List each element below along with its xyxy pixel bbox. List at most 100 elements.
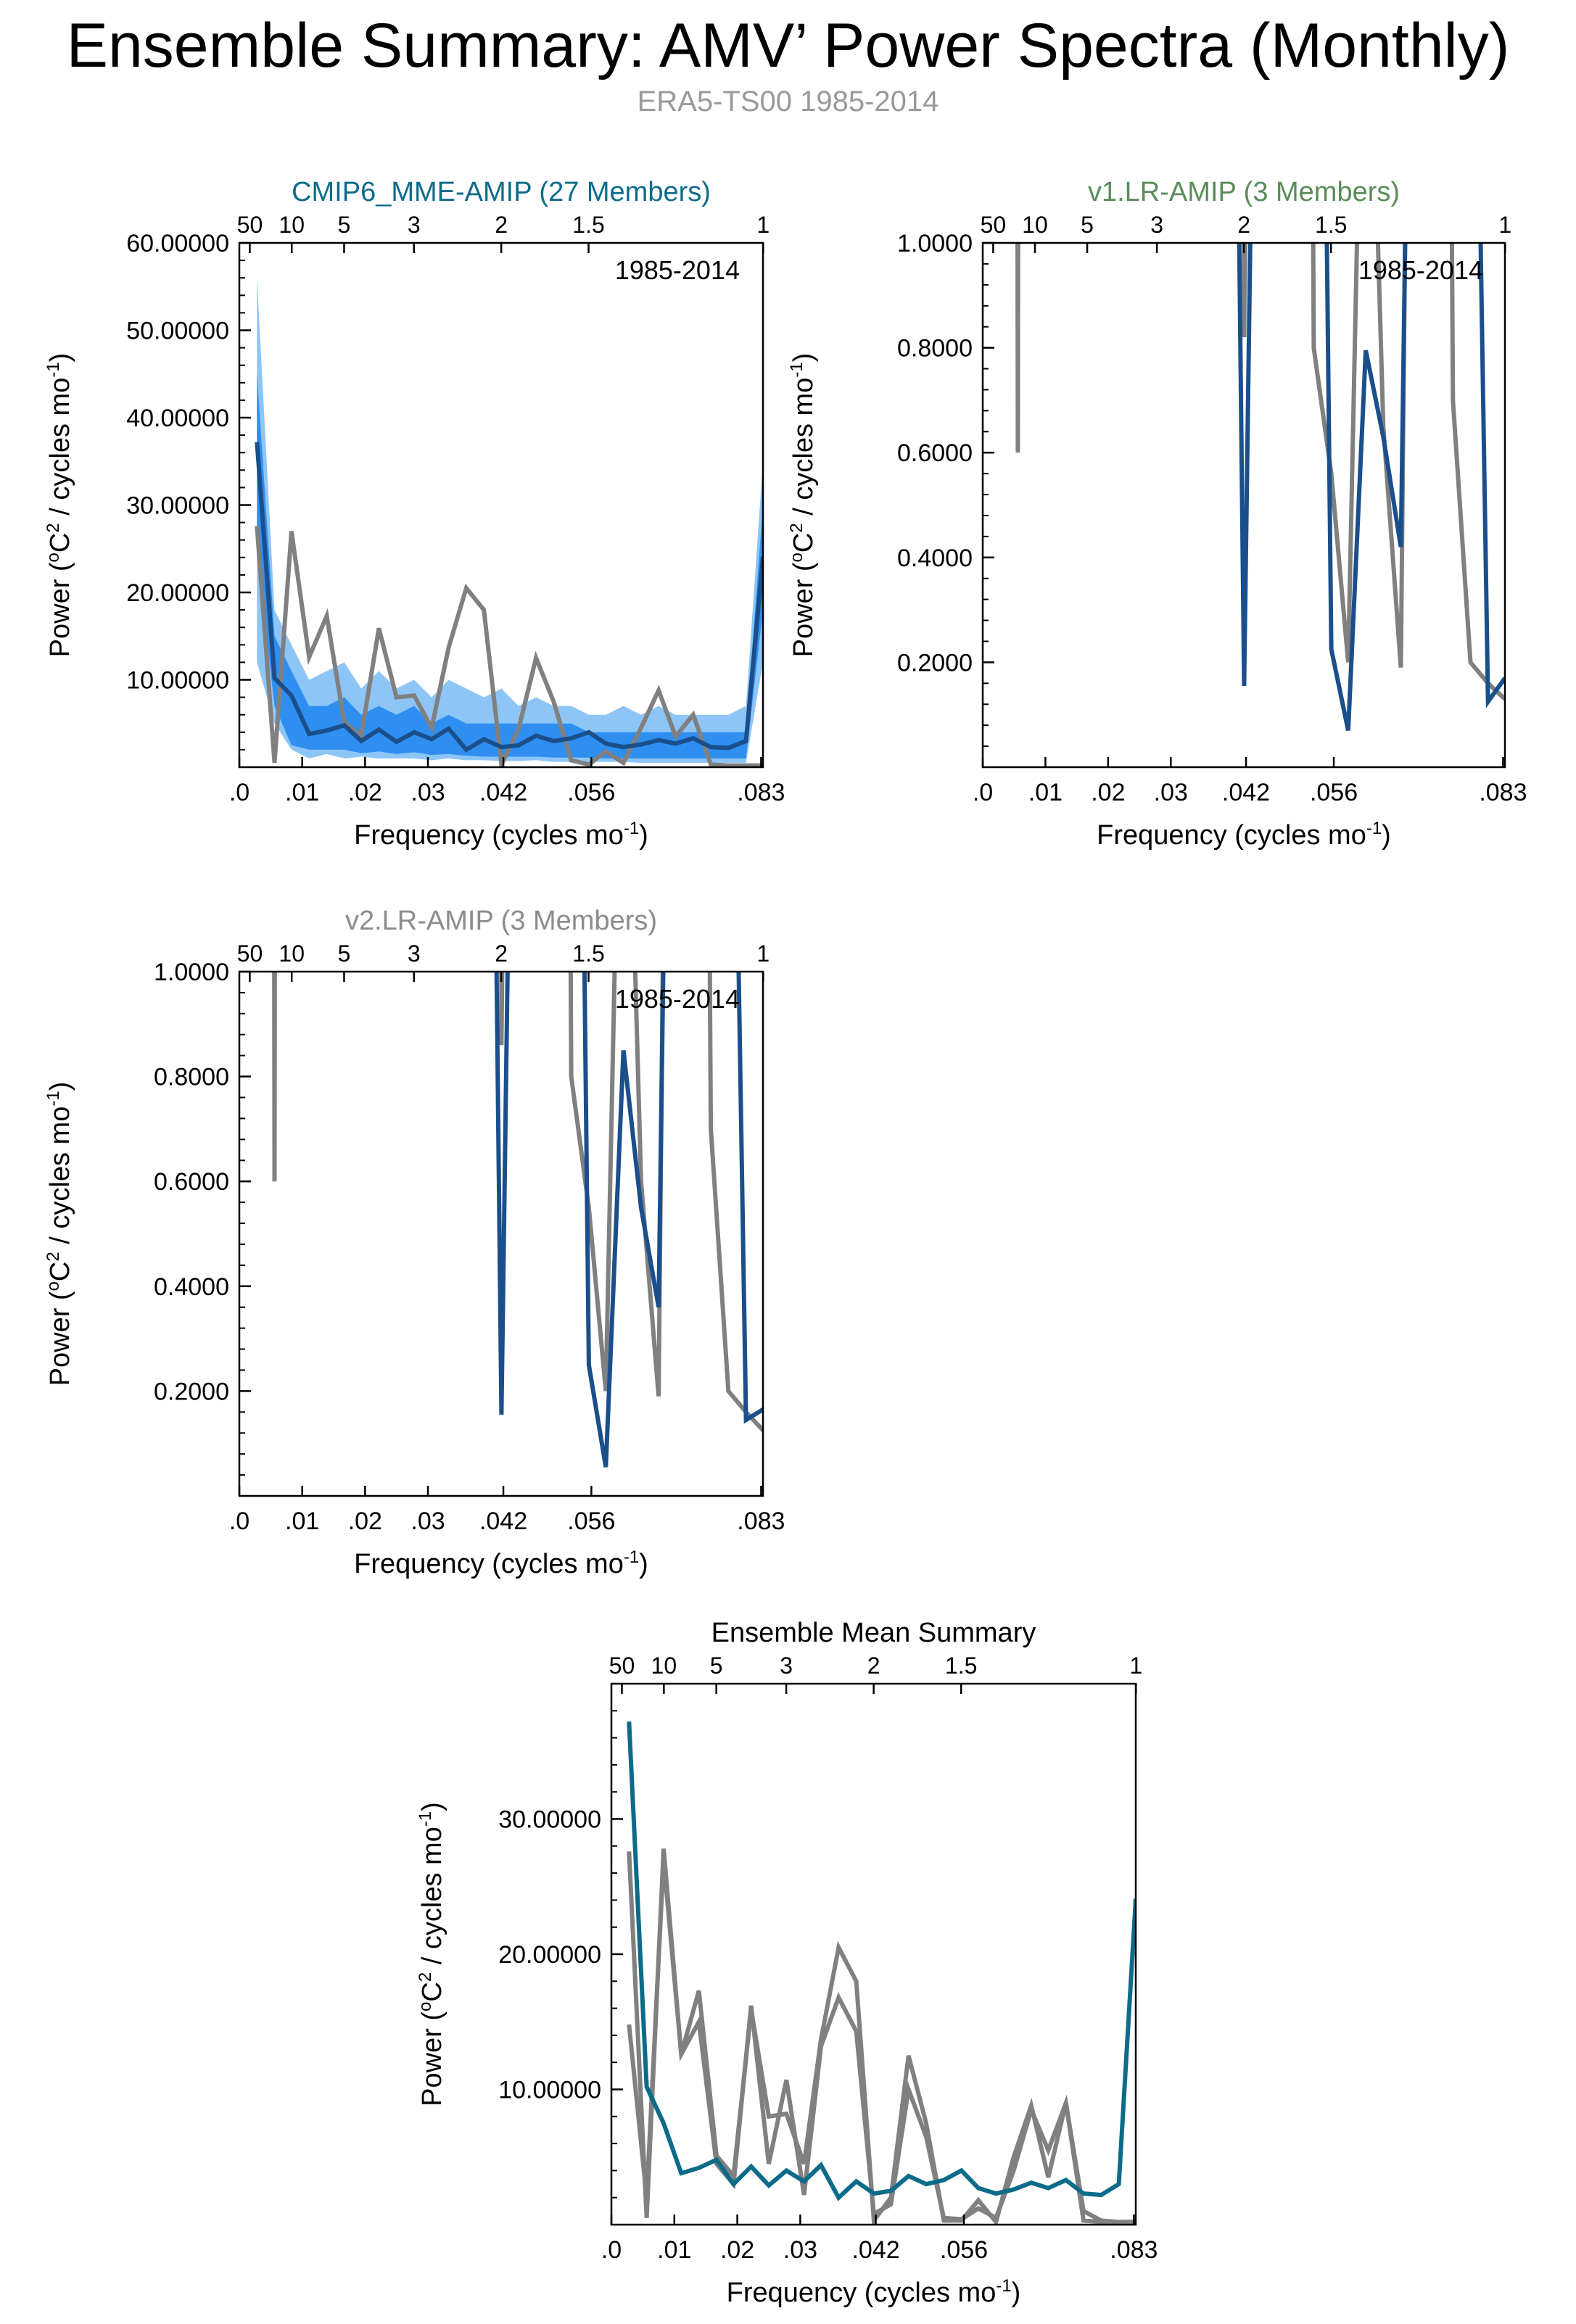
period-annotation: 1985-2014 xyxy=(1358,255,1483,285)
axis-label-part: Power ( xyxy=(417,2011,447,2106)
x-tick-label: .0 xyxy=(229,1508,249,1535)
y-tick-label: 10.00000 xyxy=(126,667,229,695)
period-tick-label: 1.5 xyxy=(572,940,604,967)
period-tick-label: 10 xyxy=(651,1653,677,1679)
y-tick-label: 0.8000 xyxy=(897,335,973,363)
reference-line-1 xyxy=(627,1859,1136,2225)
panel-title: CMIP6_MME-AMIP (27 Members) xyxy=(292,177,711,207)
x-tick-label: .083 xyxy=(1479,779,1527,806)
y-tick-label: 1.0000 xyxy=(897,230,973,257)
x-tick-label: .01 xyxy=(285,1508,319,1535)
x-tick-label: .056 xyxy=(567,779,615,806)
panel-title: v1.LR-AMIP (3 Members) xyxy=(1088,177,1400,207)
period-tick-label: 1 xyxy=(756,212,770,238)
period-tick-label: 10 xyxy=(1022,212,1048,238)
x-tick-label: .056 xyxy=(1310,779,1358,806)
chart-panel-mme: 10.00000 20.00000 30.00000 40.00000 50.00000… xyxy=(44,177,785,851)
period-tick-label: 3 xyxy=(408,940,421,967)
x-axis-label: Frequency (cycles mo-1) xyxy=(727,2276,1021,2308)
period-tick-label: 1.5 xyxy=(572,212,604,238)
y-tick-label: 40.00000 xyxy=(126,405,229,432)
y-tick-label: 0.2000 xyxy=(154,1378,229,1405)
spread-outer-band xyxy=(257,278,763,763)
axis-label-part: o xyxy=(787,553,806,562)
ensemble-mean-line xyxy=(255,442,763,753)
axis-label-part: 2 xyxy=(787,523,806,532)
x-tick-label: .0 xyxy=(973,779,993,806)
x-tick-label: .056 xyxy=(940,2236,988,2264)
axis-label-part: 2 xyxy=(416,1972,435,1982)
axis-label-part: Power ( xyxy=(45,1291,75,1386)
axis-label-part: -1 xyxy=(1366,819,1382,838)
x-tick-label: .0 xyxy=(601,2236,622,2264)
x-axis-label: Frequency (cycles mo-1) xyxy=(1097,819,1391,851)
axis-label-part: Frequency (cycles mo xyxy=(354,1549,624,1579)
panel-title: v2.LR-AMIP (3 Members) xyxy=(345,906,657,936)
plot-area xyxy=(255,278,763,767)
x-tick-label: .02 xyxy=(1091,779,1125,806)
period-tick-label: 2 xyxy=(1237,212,1250,238)
x-tick-label: .083 xyxy=(737,779,785,806)
axis-label-part: C xyxy=(45,533,75,553)
period-tick-label: 1 xyxy=(1129,1653,1142,1679)
x-tick-label: .03 xyxy=(410,1508,445,1535)
y-tick-label: 30.00000 xyxy=(498,1806,601,1834)
axis-label-part: / cycles mo xyxy=(417,1827,447,1972)
chart-panel-summary: 10.00000 20.00000 30.00000 .0 .01 .02 .03 .042.… xyxy=(416,1618,1158,2308)
axis-label-part: ) xyxy=(1012,2278,1021,2308)
axis-label-part: / cycles mo xyxy=(45,1107,75,1252)
x-tick-label: .02 xyxy=(348,1508,382,1535)
x-axis-label: Frequency (cycles mo-1) xyxy=(354,819,648,851)
period-tick-label: 50 xyxy=(237,940,263,967)
period-annotation: 1985-2014 xyxy=(615,984,740,1014)
x-tick-label: .03 xyxy=(783,2236,817,2264)
period-tick-label: 3 xyxy=(1150,212,1163,238)
period-tick-label: 2 xyxy=(867,1653,880,1679)
period-tick-label: 5 xyxy=(338,212,351,238)
spread-inner-band xyxy=(257,373,763,758)
axis-label-part: -1 xyxy=(416,1811,435,1827)
chart-panel-v2: 0.2000 0.4000 0.6000 0.8000 1.0000 .0 .01 .02 .0… xyxy=(44,906,785,1579)
y-tick-label: 60.00000 xyxy=(126,230,229,257)
period-tick-label: 1.5 xyxy=(1315,212,1347,238)
x-tick-label: .01 xyxy=(1028,779,1063,806)
axis-label-part: Frequency (cycles mo xyxy=(727,2278,997,2308)
period-tick-label: 1.5 xyxy=(945,1653,977,1679)
axis-label-part: C xyxy=(417,1982,447,2001)
plot-area xyxy=(627,1721,1136,2225)
period-tick-label: 2 xyxy=(495,212,508,238)
period-tick-label: 50 xyxy=(237,212,263,238)
x-tick-label: .083 xyxy=(737,1508,785,1535)
y-axis-label: Power (oC2 / cycles mo-1) xyxy=(787,353,819,658)
x-tick-label: .02 xyxy=(348,779,382,806)
x-tick-label: .083 xyxy=(1110,2236,1158,2264)
y-axis-label: Power (oC2 / cycles mo-1) xyxy=(44,1082,75,1386)
period-tick-label: 1 xyxy=(1498,212,1511,238)
period-tick-label: 1 xyxy=(756,940,770,967)
chart-panel-v1: 0.2000 0.4000 0.6000 0.8000 1.0000 .0 .01 .02 .0… xyxy=(787,177,1527,851)
period-tick-label: 2 xyxy=(495,940,508,967)
axis-label-part: o xyxy=(44,553,63,562)
axis-label-part: ) xyxy=(639,1549,648,1579)
y-axis-label: Power (oC2 / cycles mo-1) xyxy=(416,1802,447,2106)
x-tick-label: .02 xyxy=(720,2236,754,2264)
figure-subtitle: ERA5-TS00 1985-2014 xyxy=(637,86,939,117)
axis-label-part: o xyxy=(44,1281,63,1291)
x-tick-label: .01 xyxy=(285,779,319,806)
reference-line-0 xyxy=(1015,243,1505,701)
x-tick-label: .042 xyxy=(479,1508,527,1535)
axis-label-part: ) xyxy=(1382,820,1391,851)
axis-label-part: o xyxy=(416,2002,435,2011)
axis-label-part: / cycles mo xyxy=(45,378,75,524)
axis-label-part: -1 xyxy=(624,819,639,838)
axis-label-part: ) xyxy=(639,820,648,851)
y-tick-label: 50.00000 xyxy=(126,318,229,345)
axis-label-part: -1 xyxy=(44,1091,63,1106)
period-tick-label: 5 xyxy=(1081,212,1094,238)
x-tick-label: .03 xyxy=(1154,779,1188,806)
period-tick-label: 50 xyxy=(981,212,1007,238)
y-tick-label: 0.6000 xyxy=(897,439,973,467)
axis-label-part: Power ( xyxy=(788,562,819,657)
axis-label-part: Frequency (cycles mo xyxy=(1097,820,1366,851)
axis-label-part: / cycles mo xyxy=(788,378,819,524)
